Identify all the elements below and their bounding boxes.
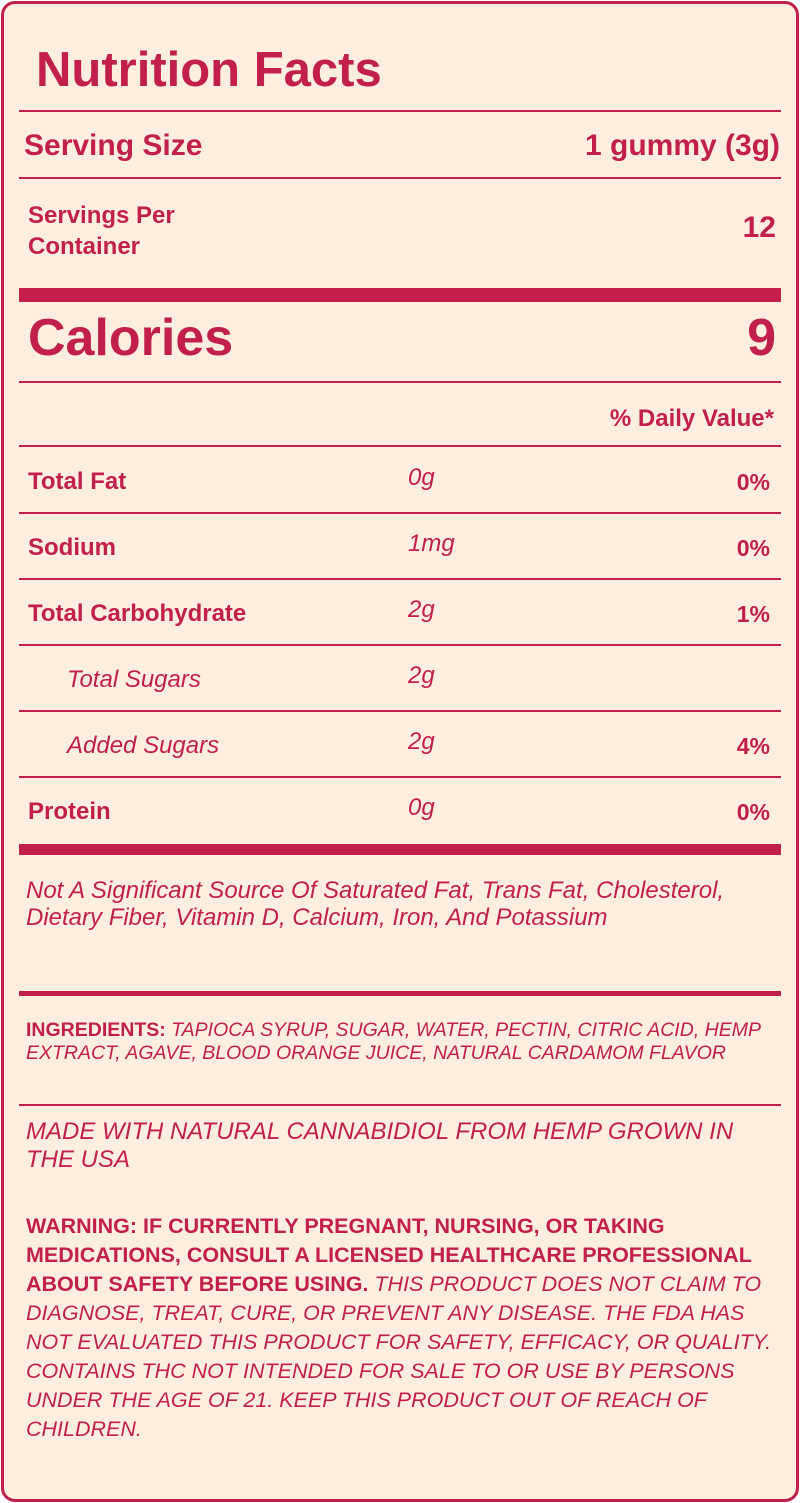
nutrient-name: Total Carbohydrate (28, 600, 247, 627)
divider (19, 578, 781, 580)
thick-divider (19, 288, 781, 302)
sub-nutrient-name: Total Sugars (67, 666, 201, 693)
nutrient-daily-value: 0% (736, 799, 770, 825)
calories-label: Calories (28, 309, 234, 367)
ingredients-label: INGREDIENTS: (26, 1019, 166, 1041)
warning-bold: WARNING: IF CURRENTLY PREGNANT, NURSING,… (26, 1214, 752, 1296)
nutrient-name: Sodium (28, 534, 116, 561)
warning-text: THIS PRODUCT DOES NOT CLAIM TO DIAGNOSE,… (26, 1272, 772, 1441)
nutrient-amount: 0g (408, 794, 435, 821)
nutrient-daily-value: 0% (736, 469, 770, 495)
nutrient-daily-value: 1% (736, 601, 770, 627)
divider (19, 776, 781, 778)
divider (19, 512, 781, 514)
thick-divider (19, 844, 781, 855)
nutrient-name: Protein (28, 798, 111, 825)
nutrient-daily-value: 4% (736, 733, 770, 759)
nutrient-amount: 2g (408, 596, 435, 623)
footnote: Not A Significant Source Of Saturated Fa… (26, 877, 725, 931)
ingredients-text: TAPIOCA SYRUP, SUGAR, WATER, PECTIN, CIT… (26, 1019, 761, 1064)
daily-value-header: % Daily Value* (609, 405, 774, 432)
divider (19, 445, 781, 447)
divider (19, 177, 781, 179)
divider (19, 710, 781, 712)
servings-per-container-value: 12 (742, 211, 776, 244)
origin-statement: MADE WITH NATURAL CANNABIDIOL FROM HEMP … (26, 1118, 734, 1173)
thick-divider (19, 991, 781, 996)
divider (19, 1104, 781, 1106)
nutrient-daily-value: 0% (736, 535, 770, 561)
serving-size-value: 1 gummy (3g) (584, 129, 780, 162)
divider (19, 381, 781, 383)
nutrient-amount: 0g (408, 464, 435, 491)
nutrient-amount: 2g (408, 728, 435, 755)
warning: WARNING: IF CURRENTLY PREGNANT, NURSING,… (26, 1212, 781, 1444)
divider (19, 644, 781, 646)
nutrient-amount: 2g (408, 662, 435, 689)
calories-value: 9 (747, 309, 776, 367)
nutrient-amount: 1mg (408, 530, 455, 557)
divider (19, 110, 781, 112)
serving-size-label: Serving Size (24, 129, 203, 162)
title: Nutrition Facts (36, 43, 382, 97)
nutrient-name: Total Fat (28, 468, 127, 495)
servings-per-container-label: Servings Per Container (28, 202, 175, 260)
ingredients: INGREDIENTS: TAPIOCA SYRUP, SUGAR, WATER… (26, 1019, 766, 1065)
sub-nutrient-name: Added Sugars (67, 732, 220, 759)
